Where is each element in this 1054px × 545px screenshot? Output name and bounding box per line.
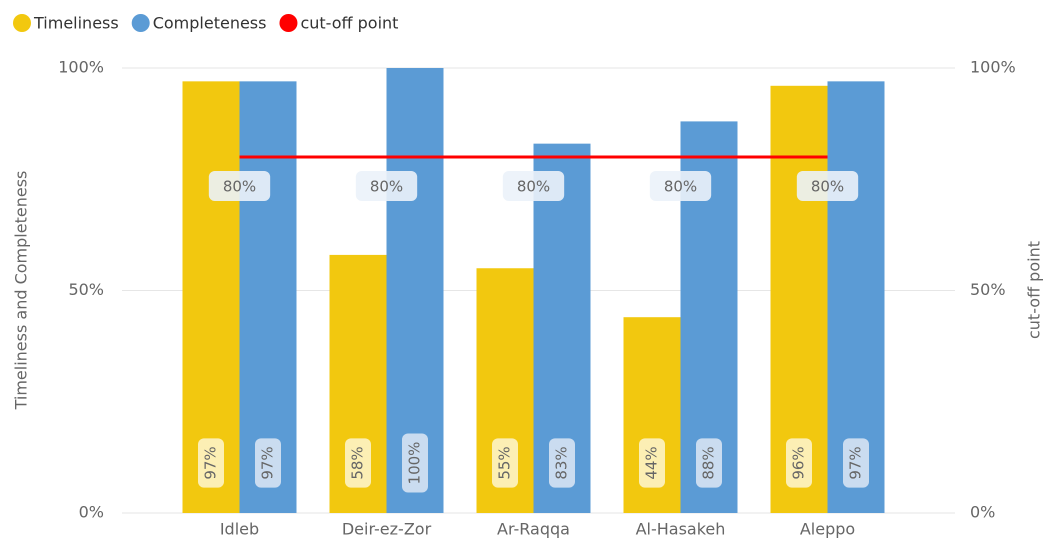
- data-label: 100%: [406, 442, 424, 485]
- data-label: 97%: [847, 446, 865, 479]
- data-label: 80%: [223, 178, 256, 196]
- data-label-bg: [549, 438, 575, 488]
- data-label: 97%: [202, 446, 220, 479]
- data-label-bg: [796, 171, 859, 201]
- data-label: 80%: [370, 178, 403, 196]
- data-label: 58%: [349, 446, 367, 479]
- y-axis-label: Timeliness and Completeness: [12, 171, 31, 411]
- data-label-bg: [255, 438, 281, 488]
- y2-tick-label: 50%: [970, 280, 1006, 299]
- legend-label: Completeness: [153, 14, 267, 33]
- legend-marker: [131, 14, 150, 32]
- data-label: 80%: [664, 178, 697, 196]
- x-tick-label: Al-Hasakeh: [636, 520, 726, 539]
- data-label-bg: [492, 438, 518, 488]
- data-label-bg: [649, 171, 712, 201]
- data-label: 88%: [700, 446, 718, 479]
- y2-tick-label: 0%: [970, 503, 995, 522]
- data-label-bg: [402, 433, 428, 493]
- data-label-bg: [786, 438, 812, 488]
- data-label-bg: [198, 438, 224, 488]
- y2-axis-label: cut-off point: [1025, 241, 1044, 339]
- data-label: 55%: [496, 446, 514, 479]
- legend-marker: [279, 14, 298, 32]
- data-label: 97%: [259, 446, 277, 479]
- data-label: 96%: [790, 446, 808, 479]
- data-label-bg: [355, 171, 418, 201]
- y-tick-label: 50%: [68, 280, 104, 299]
- legend-label: Timeliness: [33, 14, 119, 33]
- y2-tick-label: 100%: [970, 58, 1016, 77]
- data-label: 44%: [643, 446, 661, 479]
- legend-marker: [13, 14, 31, 32]
- x-tick-label: Aleppo: [800, 520, 855, 539]
- data-label-bg: [345, 438, 371, 488]
- data-label-bg: [208, 171, 271, 201]
- data-label-bg: [843, 438, 869, 488]
- x-tick-label: Ar-Raqqa: [497, 520, 570, 539]
- y-tick-label: 100%: [58, 58, 104, 77]
- data-label: 83%: [553, 446, 571, 479]
- legend-label: cut-off point: [300, 14, 398, 33]
- data-label: 80%: [517, 178, 550, 196]
- data-label-bg: [696, 438, 722, 488]
- x-tick-label: Deir-ez-Zor: [342, 520, 432, 539]
- x-tick-label: Idleb: [220, 520, 259, 539]
- data-label-bg: [502, 171, 565, 201]
- y-tick-label: 0%: [79, 503, 104, 522]
- data-label: 80%: [811, 178, 844, 196]
- data-label-bg: [639, 438, 665, 488]
